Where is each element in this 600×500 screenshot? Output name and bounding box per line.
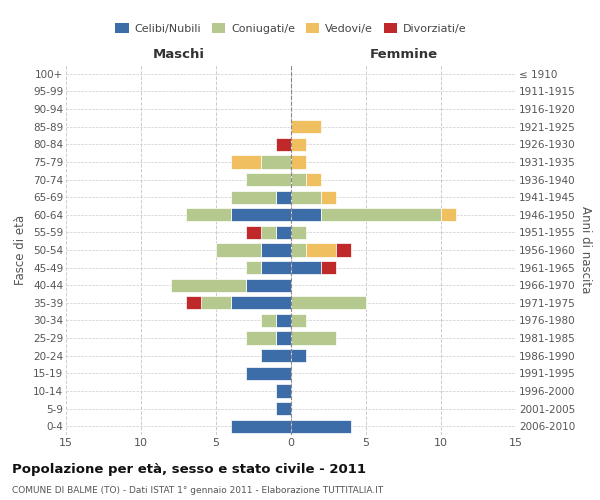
- Bar: [246, 226, 261, 239]
- Bar: [261, 314, 276, 327]
- Bar: [276, 226, 291, 239]
- Legend: Celibi/Nubili, Coniugati/e, Vedovi/e, Divorziati/e: Celibi/Nubili, Coniugati/e, Vedovi/e, Di…: [111, 19, 471, 38]
- Bar: [276, 402, 291, 415]
- Bar: [261, 244, 291, 256]
- Bar: [336, 244, 351, 256]
- Text: Popolazione per età, sesso e stato civile - 2011: Popolazione per età, sesso e stato civil…: [12, 463, 366, 476]
- Bar: [291, 208, 321, 222]
- Y-axis label: Fasce di età: Fasce di età: [14, 215, 28, 285]
- Bar: [246, 173, 291, 186]
- Y-axis label: Anni di nascita: Anni di nascita: [579, 206, 592, 294]
- Bar: [231, 208, 291, 222]
- Bar: [441, 208, 456, 222]
- Bar: [246, 332, 276, 344]
- Bar: [291, 349, 306, 362]
- Bar: [291, 332, 336, 344]
- Bar: [261, 349, 291, 362]
- Bar: [321, 261, 336, 274]
- Bar: [291, 190, 321, 204]
- Bar: [186, 208, 231, 222]
- Bar: [261, 156, 291, 168]
- Bar: [291, 120, 321, 134]
- Bar: [171, 278, 246, 292]
- Bar: [291, 244, 306, 256]
- Bar: [276, 384, 291, 398]
- Bar: [321, 190, 336, 204]
- Bar: [231, 420, 291, 433]
- Bar: [261, 226, 276, 239]
- Bar: [306, 173, 321, 186]
- Bar: [291, 156, 306, 168]
- Bar: [291, 296, 366, 310]
- Bar: [276, 190, 291, 204]
- Bar: [276, 138, 291, 151]
- Bar: [321, 208, 441, 222]
- Bar: [306, 244, 336, 256]
- Bar: [291, 261, 321, 274]
- Bar: [291, 138, 306, 151]
- Bar: [261, 261, 291, 274]
- Bar: [276, 332, 291, 344]
- Bar: [216, 244, 261, 256]
- Bar: [246, 366, 291, 380]
- Bar: [246, 261, 261, 274]
- Bar: [291, 226, 306, 239]
- Bar: [231, 190, 276, 204]
- Bar: [291, 314, 306, 327]
- Bar: [291, 420, 351, 433]
- Bar: [291, 173, 306, 186]
- Bar: [186, 296, 201, 310]
- Bar: [231, 296, 291, 310]
- Text: Maschi: Maschi: [152, 48, 205, 62]
- Text: Femmine: Femmine: [370, 48, 437, 62]
- Bar: [246, 278, 291, 292]
- Text: COMUNE DI BALME (TO) - Dati ISTAT 1° gennaio 2011 - Elaborazione TUTTITALIA.IT: COMUNE DI BALME (TO) - Dati ISTAT 1° gen…: [12, 486, 383, 495]
- Bar: [276, 314, 291, 327]
- Bar: [201, 296, 231, 310]
- Bar: [231, 156, 261, 168]
